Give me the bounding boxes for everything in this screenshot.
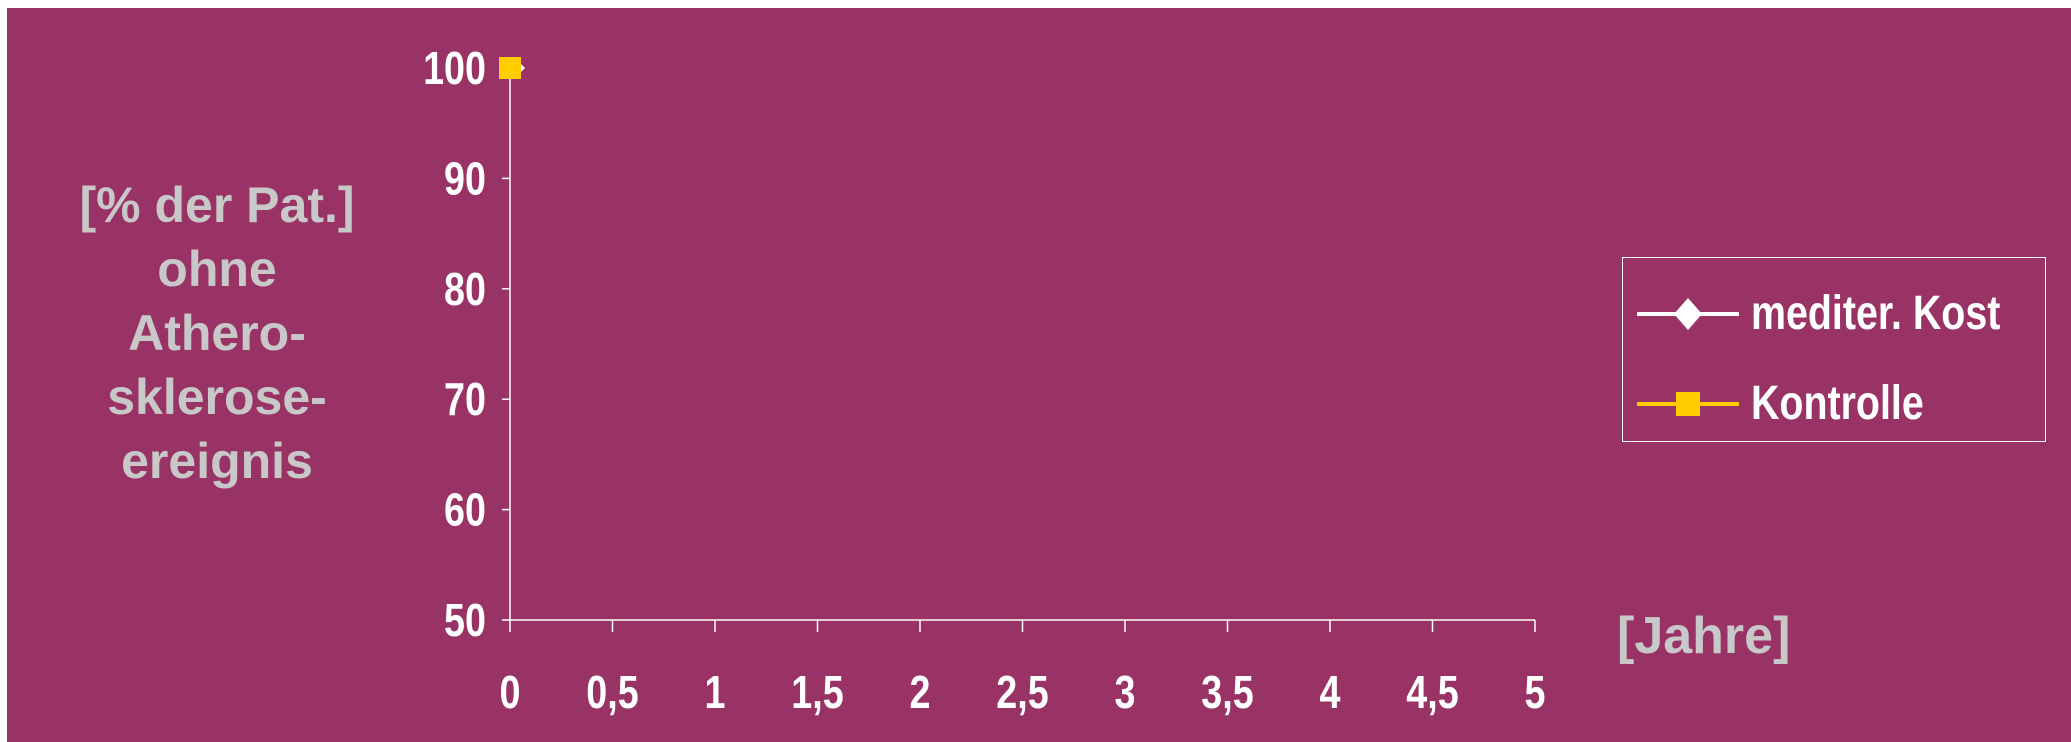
data-point-square <box>499 57 521 79</box>
y-tick-label: 80 <box>444 263 486 314</box>
chart-slide: [% der Pat.] ohne Athero- sklerose- erei… <box>7 8 2071 742</box>
x-tick-label: 4 <box>1320 666 1342 717</box>
y-tick-label: 50 <box>444 594 486 645</box>
x-axis-label: [Jahre] <box>1617 607 1791 665</box>
x-tick-label: 4,5 <box>1406 666 1458 717</box>
square-marker-icon <box>1637 392 1739 416</box>
y-axis-label: [% der Pat.] ohne Athero- sklerose- erei… <box>37 173 397 493</box>
y-axis-label-line: ohne <box>157 241 277 297</box>
y-axis-label-line: ereignis <box>121 433 313 489</box>
y-axis-label-line: [% der Pat.] <box>79 177 355 233</box>
y-tick-label: 60 <box>444 484 486 535</box>
legend-item-series-2: Kontrolle <box>1637 374 2037 434</box>
legend-item-series-1: mediter. Kost <box>1637 284 2037 344</box>
y-tick-label: 100 <box>423 42 486 93</box>
x-tick-label: 3 <box>1115 666 1136 717</box>
x-tick-label: 3,5 <box>1201 666 1253 717</box>
x-tick-label: 2 <box>910 666 931 717</box>
diamond-marker-icon <box>1637 298 1739 330</box>
legend-label: mediter. Kost <box>1751 287 2001 340</box>
x-tick-label: 0,5 <box>586 666 638 717</box>
y-axis-label-line: Athero- <box>128 305 306 361</box>
chart-plot: 50 60 70 80 90 100 0 0,5 1 1,5 2 2,5 3 3,5 4 4,5 5 <box>423 42 1546 717</box>
y-tick-label: 70 <box>444 374 486 425</box>
legend-label: Kontrolle <box>1751 377 1924 430</box>
x-tick-label: 1 <box>705 666 726 717</box>
x-tick-label: 2,5 <box>996 666 1048 717</box>
y-tick-label: 90 <box>444 153 486 204</box>
x-tick-label: 5 <box>1525 666 1546 717</box>
y-axis-label-line: sklerose- <box>107 369 327 425</box>
legend: mediter. Kost Kontrolle <box>1622 257 2046 442</box>
x-tick-label: 0 <box>500 666 521 717</box>
x-tick-label: 1,5 <box>791 666 843 717</box>
